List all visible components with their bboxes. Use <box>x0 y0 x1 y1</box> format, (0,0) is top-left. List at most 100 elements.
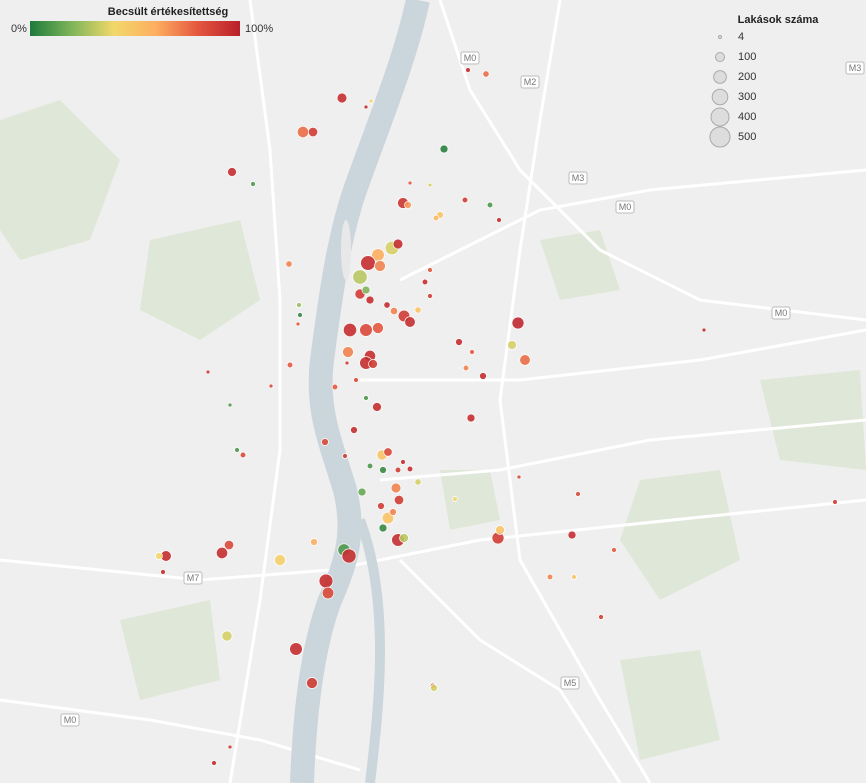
apartment-bubble <box>383 447 393 457</box>
road-label: M0 <box>64 715 77 725</box>
apartment-bubble <box>363 395 369 401</box>
apartment-bubble <box>227 402 233 408</box>
island <box>341 220 351 280</box>
apartment-bubble <box>414 478 422 486</box>
apartment-bubble <box>389 306 399 316</box>
size-legend-circle <box>711 88 729 106</box>
apartment-bubble <box>353 377 359 383</box>
apartment-bubble <box>342 346 354 358</box>
parks <box>0 100 866 760</box>
apartment-bubble <box>321 438 329 446</box>
apartment-bubble <box>427 267 433 273</box>
apartment-bubble <box>211 760 217 766</box>
danube <box>290 0 430 783</box>
road-badge <box>460 51 480 65</box>
apartment-bubble <box>392 238 404 250</box>
road-badge <box>520 75 540 89</box>
apartment-bubble <box>516 474 522 480</box>
road-label: M7 <box>187 573 200 583</box>
apartment-bubble <box>496 217 502 223</box>
apartment-bubble <box>297 312 303 318</box>
road-badge <box>560 676 580 690</box>
apartment-bubble <box>701 327 707 333</box>
apartment-bubble <box>439 144 449 154</box>
apartment-bubble <box>372 402 382 412</box>
size-legend-circle <box>718 35 722 39</box>
points <box>155 67 838 766</box>
apartment-bubble <box>295 321 301 327</box>
apartment-bubble <box>455 338 463 346</box>
size-legend-label: 200 <box>738 71 756 83</box>
apartment-bubble <box>223 539 235 551</box>
apartment-bubble <box>406 465 414 473</box>
road-badge <box>615 200 635 214</box>
apartment-bubble <box>832 499 838 505</box>
apartment-bubble <box>465 67 471 73</box>
apartment-bubble <box>462 364 470 372</box>
apartment-bubble <box>466 413 476 423</box>
apartment-bubble <box>400 459 406 465</box>
apartment-bubble <box>461 196 469 204</box>
apartment-bubble <box>310 538 318 546</box>
apartment-bubble <box>519 354 531 366</box>
apartment-bubble <box>598 614 604 620</box>
apartment-bubble <box>221 630 233 642</box>
apartment-bubble <box>486 201 494 209</box>
apartment-bubble <box>511 316 525 330</box>
apartment-bubble <box>363 104 369 110</box>
apartment-bubble <box>342 322 358 338</box>
apartment-bubble <box>378 523 388 533</box>
apartment-bubble <box>611 547 617 553</box>
apartment-bubble <box>318 573 334 589</box>
apartment-bubble <box>379 466 387 474</box>
apartment-bubble <box>479 372 487 380</box>
road-label: M0 <box>775 308 788 318</box>
apartment-bubble <box>421 278 429 286</box>
apartment-bubble <box>567 530 577 540</box>
apartment-bubble <box>357 487 367 497</box>
size-legend-label: 300 <box>738 91 756 103</box>
road-badge <box>60 713 80 727</box>
road-label: M3 <box>572 173 585 183</box>
color-legend-title: Becsült értékesítettség <box>108 6 228 18</box>
apartment-bubble <box>234 447 240 453</box>
size-legend-label: 400 <box>738 111 756 123</box>
apartment-bubble <box>546 573 554 581</box>
apartment-bubble <box>452 496 458 502</box>
apartment-bubble <box>377 502 385 510</box>
size-legend-circle <box>710 107 730 127</box>
apartment-bubble <box>404 201 412 209</box>
size-legend-title: Lakások száma <box>738 14 820 26</box>
apartment-bubble <box>390 482 402 494</box>
road-badge <box>771 306 791 320</box>
apartment-bubble <box>495 525 505 535</box>
size-legend-label: 500 <box>738 131 756 143</box>
apartment-bubble <box>289 642 303 656</box>
apartment-bubble <box>372 322 384 334</box>
apartment-bubble <box>341 548 357 564</box>
apartment-bubble <box>507 340 517 350</box>
road-badge <box>183 571 203 585</box>
color-legend-max: 100% <box>245 23 273 35</box>
road-label: M0 <box>619 202 632 212</box>
apartment-bubble <box>359 323 373 337</box>
apartment-bubble <box>389 508 397 516</box>
apartment-bubble <box>427 293 433 299</box>
apartment-bubble <box>407 180 413 186</box>
apartment-bubble <box>365 295 375 305</box>
road-badge <box>568 171 588 185</box>
size-legend-circle <box>713 70 727 84</box>
apartment-bubble <box>393 494 405 506</box>
apartment-bubble <box>296 125 310 139</box>
apartment-bubble <box>399 533 409 543</box>
apartment-bubble <box>285 260 293 268</box>
apartment-bubble <box>366 462 374 470</box>
apartment-bubble <box>575 491 581 497</box>
color-legend-bar <box>30 21 240 36</box>
road-label: M0 <box>464 53 477 63</box>
road-label: M2 <box>524 77 537 87</box>
apartment-bubble <box>482 70 490 78</box>
apartment-bubble <box>361 285 371 295</box>
